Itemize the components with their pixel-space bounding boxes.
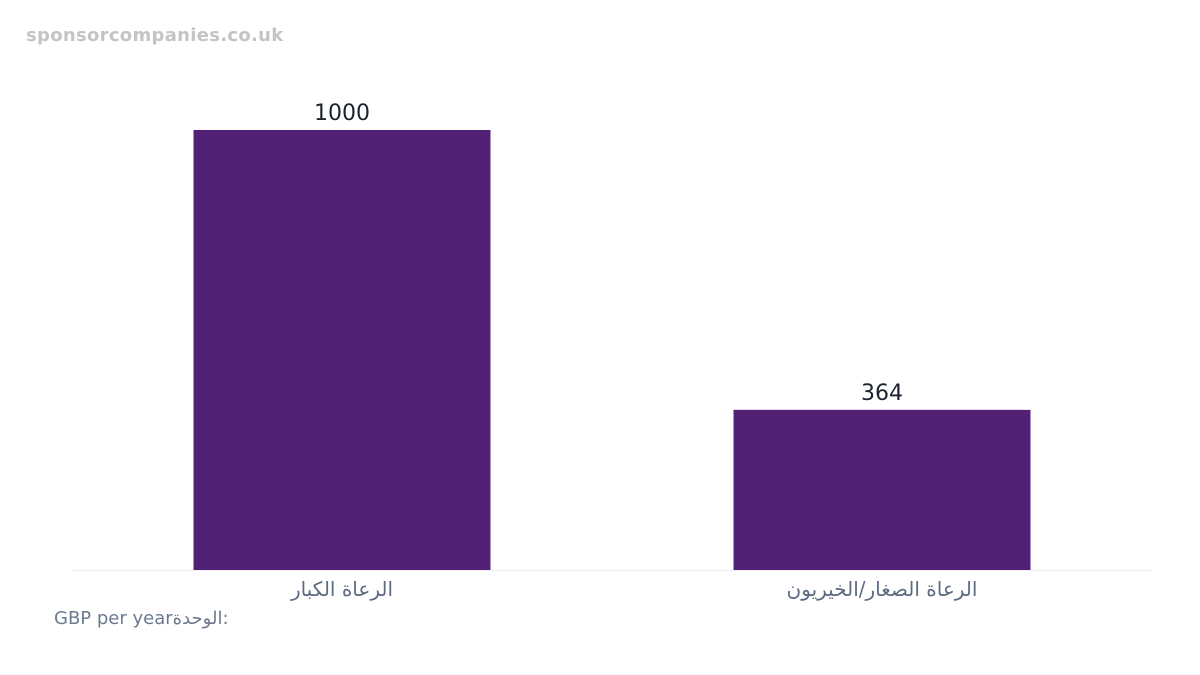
bars-group (193, 130, 1031, 570)
bar-2 (733, 409, 1031, 570)
watermark: sponsorcompanies.co.uk (26, 25, 284, 46)
bar-value-label-2: 364 (861, 381, 903, 406)
bar-value-label-1: 1000 (314, 101, 370, 126)
value-labels-group: 1000 364 (314, 101, 903, 406)
tick-labels-group: الرعاة الكبار الرعاة الصغار/الخيريون (290, 577, 977, 601)
x-tick-label-1: الرعاة الكبار (290, 577, 393, 601)
unit-label: GBP per yearالوحدة: (54, 608, 229, 629)
x-tick-label-2: الرعاة الصغار/الخيريون (787, 577, 978, 601)
bar-1 (193, 130, 491, 570)
